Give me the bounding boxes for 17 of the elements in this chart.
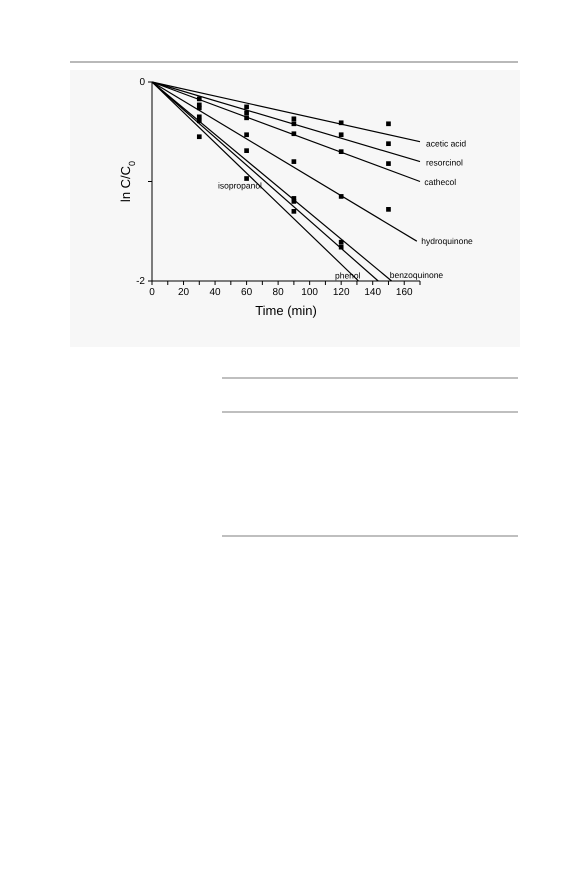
annotation: acetic acid xyxy=(426,138,466,148)
annotation: cathecol xyxy=(424,177,456,188)
x-tick-label: 160 xyxy=(396,287,414,298)
annotation: hydroquinone xyxy=(421,236,474,246)
annotation: benzoquinone xyxy=(390,270,444,280)
x-tick-label: 0 xyxy=(149,287,156,298)
x-tick-label: 20 xyxy=(178,287,190,298)
x-axis-title: Time (min) xyxy=(255,303,317,318)
y-tick-label: -2 xyxy=(136,276,146,288)
x-tick-label: 80 xyxy=(272,287,284,298)
x-tick-label: 60 xyxy=(241,287,253,298)
annotation: isopropanol xyxy=(218,180,262,191)
x-tick-label: 100 xyxy=(301,287,318,298)
x-tick-label: 120 xyxy=(332,287,350,298)
annotation: resorcinol xyxy=(426,157,463,168)
x-tick-label: 40 xyxy=(209,287,222,298)
x-tick-label: 140 xyxy=(364,287,382,298)
